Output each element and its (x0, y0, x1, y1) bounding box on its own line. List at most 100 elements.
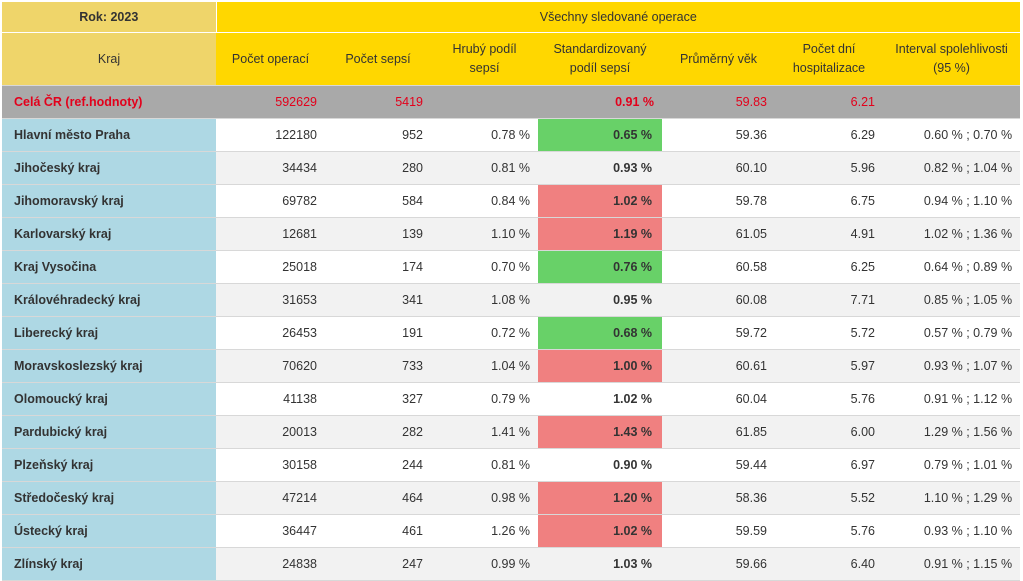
prumerny-vek-cell: 59.78 (662, 184, 775, 218)
region-name-cell: Ústecký kraj (2, 514, 216, 548)
prumerny-vek-cell: 60.04 (662, 382, 775, 416)
pocet-operaci-cell: 69782 (216, 184, 325, 218)
hruby-podil-cell: 0.81 % (431, 151, 538, 185)
column-header-pocet-dni: Počet dní hospitalizace (775, 32, 883, 86)
prumerny-vek-cell: 59.59 (662, 514, 775, 548)
region-name-cell: Liberecký kraj (2, 316, 216, 350)
standardizovany-podil-cell: 0.65 % (538, 118, 662, 152)
interval-spolehlivosti-cell: 1.02 % ; 1.36 % (883, 217, 1021, 251)
prumerny-vek-cell: 59.72 (662, 316, 775, 350)
header-row-top: Rok: 2023 Všechny sledované operace (2, 2, 1021, 33)
interval-spolehlivosti-cell: 0.91 % ; 1.15 % (883, 547, 1021, 581)
table-row: Karlovarský kraj 12681 139 1.10 % 1.19 % 61.0… (2, 217, 1021, 251)
table-row: Středočeský kraj 47214 464 0.98 % 1.20 % 58.3… (2, 481, 1021, 515)
pocet-sepsi-cell: 191 (325, 316, 431, 350)
table-row: Jihomoravský kraj 69782 584 0.84 % 1.02 % 59.… (2, 184, 1021, 218)
region-name-cell: Středočeský kraj (2, 481, 216, 515)
hruby-podil-cell: 0.84 % (431, 184, 538, 218)
table-row: Moravskoslezský kraj 70620 733 1.04 % 1.00 %… (2, 349, 1021, 383)
region-name-cell: Plzeňský kraj (2, 448, 216, 482)
interval-spolehlivosti-cell: 0.91 % ; 1.12 % (883, 382, 1021, 416)
interval-spolehlivosti-cell: 0.82 % ; 1.04 % (883, 151, 1021, 185)
pocet-sepsi-cell: 280 (325, 151, 431, 185)
reference-vek: 59.83 (662, 85, 775, 119)
hruby-podil-cell: 1.26 % (431, 514, 538, 548)
pocet-operaci-cell: 25018 (216, 250, 325, 284)
standardizovany-podil-cell: 1.02 % (538, 184, 662, 218)
interval-spolehlivosti-cell: 1.29 % ; 1.56 % (883, 415, 1021, 449)
standardizovany-podil-cell: 0.68 % (538, 316, 662, 350)
pocet-operaci-cell: 41138 (216, 382, 325, 416)
region-name-cell: Zlínský kraj (2, 547, 216, 581)
table-row: Plzeňský kraj 30158 244 0.81 % 0.90 % 59.44 6.… (2, 448, 1021, 482)
table-row: Kraj Vysočina 25018 174 0.70 % 0.76 % 60.58 6.… (2, 250, 1021, 284)
standardizovany-podil-cell: 1.03 % (538, 547, 662, 581)
pocet-sepsi-cell: 282 (325, 415, 431, 449)
region-name-cell: Pardubický kraj (2, 415, 216, 449)
pocet-operaci-cell: 12681 (216, 217, 325, 251)
column-header-interval: Interval spolehlivosti (95 %) (883, 32, 1021, 86)
reference-hruby (431, 85, 538, 119)
pocet-operaci-cell: 34434 (216, 151, 325, 185)
pocet-dni-cell: 5.97 (775, 349, 883, 383)
prumerny-vek-cell: 59.44 (662, 448, 775, 482)
reference-sepse: 5419 (325, 85, 431, 119)
column-header-hruby-podil: Hrubý podíl sepsí (431, 32, 538, 86)
prumerny-vek-cell: 58.36 (662, 481, 775, 515)
prumerny-vek-cell: 60.08 (662, 283, 775, 317)
pocet-operaci-cell: 30158 (216, 448, 325, 482)
hruby-podil-cell: 1.08 % (431, 283, 538, 317)
pocet-dni-cell: 6.75 (775, 184, 883, 218)
region-name-cell: Moravskoslezský kraj (2, 349, 216, 383)
hruby-podil-cell: 0.78 % (431, 118, 538, 152)
standardizovany-podil-cell: 0.95 % (538, 283, 662, 317)
pocet-dni-cell: 7.71 (775, 283, 883, 317)
hruby-podil-cell: 1.04 % (431, 349, 538, 383)
prumerny-vek-cell: 60.61 (662, 349, 775, 383)
pocet-operaci-cell: 31653 (216, 283, 325, 317)
standardizovany-podil-cell: 1.19 % (538, 217, 662, 251)
interval-spolehlivosti-cell: 0.57 % ; 0.79 % (883, 316, 1021, 350)
pocet-sepsi-cell: 733 (325, 349, 431, 383)
table-row: Pardubický kraj 20013 282 1.41 % 1.43 % 61.85… (2, 415, 1021, 449)
pocet-operaci-cell: 36447 (216, 514, 325, 548)
prumerny-vek-cell: 60.10 (662, 151, 775, 185)
pocet-sepsi-cell: 244 (325, 448, 431, 482)
table-row: Olomoucký kraj 41138 327 0.79 % 1.02 % 60.04 5… (2, 382, 1021, 416)
pocet-operaci-cell: 122180 (216, 118, 325, 152)
header-row-columns: Kraj Počet operací Počet sepsí Hrubý pod… (2, 32, 1021, 86)
pocet-sepsi-cell: 341 (325, 283, 431, 317)
pocet-sepsi-cell: 952 (325, 118, 431, 152)
table-row: Královéhradecký kraj 31653 341 1.08 % 0.95 %… (2, 283, 1021, 317)
hruby-podil-cell: 0.81 % (431, 448, 538, 482)
interval-spolehlivosti-cell: 0.79 % ; 1.01 % (883, 448, 1021, 482)
pocet-operaci-cell: 26453 (216, 316, 325, 350)
prumerny-vek-cell: 59.66 (662, 547, 775, 581)
hruby-podil-cell: 0.99 % (431, 547, 538, 581)
reference-operace: 592629 (216, 85, 325, 119)
interval-spolehlivosti-cell: 0.93 % ; 1.10 % (883, 514, 1021, 548)
pocet-operaci-cell: 24838 (216, 547, 325, 581)
region-name-cell: Olomoucký kraj (2, 382, 216, 416)
pocet-sepsi-cell: 461 (325, 514, 431, 548)
pocet-operaci-cell: 70620 (216, 349, 325, 383)
pocet-dni-cell: 6.29 (775, 118, 883, 152)
table-row: Liberecký kraj 26453 191 0.72 % 0.68 % 59.72 5… (2, 316, 1021, 350)
prumerny-vek-cell: 60.58 (662, 250, 775, 284)
column-header-operace: Počet operací (216, 32, 325, 86)
pocet-dni-cell: 5.52 (775, 481, 883, 515)
standardizovany-podil-cell: 0.93 % (538, 151, 662, 185)
interval-spolehlivosti-cell: 0.85 % ; 1.05 % (883, 283, 1021, 317)
pocet-dni-cell: 5.96 (775, 151, 883, 185)
pocet-dni-cell: 5.72 (775, 316, 883, 350)
standardizovany-podil-cell: 0.76 % (538, 250, 662, 284)
interval-spolehlivosti-cell: 0.64 % ; 0.89 % (883, 250, 1021, 284)
interval-spolehlivosti-cell: 0.94 % ; 1.10 % (883, 184, 1021, 218)
prumerny-vek-cell: 61.85 (662, 415, 775, 449)
standardizovany-podil-cell: 1.02 % (538, 514, 662, 548)
pocet-sepsi-cell: 327 (325, 382, 431, 416)
reference-interval (883, 85, 1021, 119)
hruby-podil-cell: 1.41 % (431, 415, 538, 449)
table-row: Ústecký kraj 36447 461 1.26 % 1.02 % 59.59 5.7… (2, 514, 1021, 548)
